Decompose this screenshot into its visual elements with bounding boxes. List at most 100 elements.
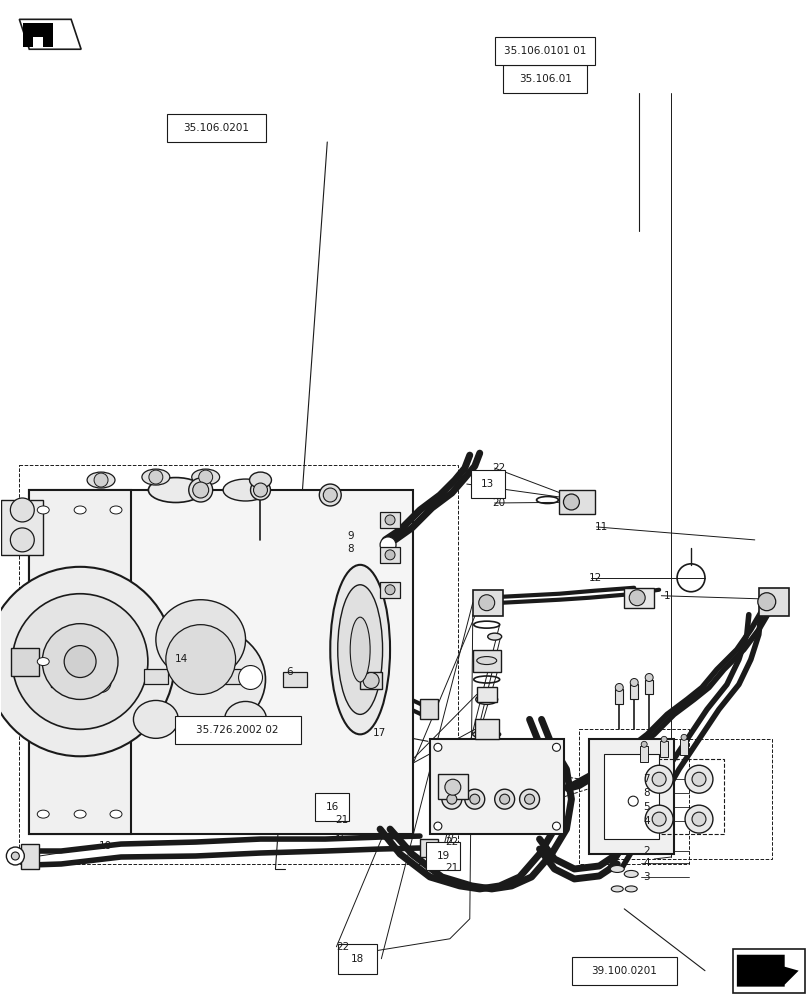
Ellipse shape (225, 701, 266, 737)
Ellipse shape (109, 810, 122, 818)
Text: 7: 7 (642, 774, 649, 784)
Bar (472, 590, 502, 616)
Ellipse shape (148, 478, 203, 502)
Bar (360, 672, 382, 689)
Circle shape (11, 528, 34, 552)
Bar (144, 669, 168, 684)
Ellipse shape (611, 886, 623, 892)
Bar (559, 490, 594, 514)
Bar (659, 741, 667, 757)
Circle shape (384, 585, 394, 595)
Bar (476, 687, 496, 702)
Bar (589, 739, 673, 854)
Circle shape (551, 822, 560, 830)
Circle shape (645, 805, 672, 833)
Ellipse shape (624, 870, 637, 877)
Ellipse shape (37, 506, 49, 514)
Circle shape (641, 741, 646, 747)
Bar (615, 689, 623, 704)
Ellipse shape (249, 472, 271, 488)
Ellipse shape (487, 633, 501, 640)
Text: 8: 8 (346, 544, 353, 554)
Circle shape (660, 736, 667, 742)
Circle shape (433, 743, 441, 751)
Bar (474, 719, 498, 739)
FancyBboxPatch shape (426, 842, 460, 870)
Circle shape (91, 673, 111, 692)
Bar (19, 465, 457, 864)
Circle shape (629, 679, 637, 686)
Circle shape (563, 494, 579, 510)
FancyBboxPatch shape (571, 957, 676, 985)
Polygon shape (29, 490, 131, 834)
Bar (437, 774, 467, 799)
Circle shape (12, 594, 148, 729)
Circle shape (251, 480, 270, 500)
Text: 5: 5 (642, 802, 649, 812)
Ellipse shape (37, 658, 49, 666)
Circle shape (628, 796, 637, 806)
FancyBboxPatch shape (315, 793, 349, 821)
Ellipse shape (74, 506, 86, 514)
Circle shape (64, 646, 96, 678)
FancyBboxPatch shape (174, 716, 300, 744)
Circle shape (684, 805, 712, 833)
Circle shape (494, 789, 514, 809)
Ellipse shape (350, 617, 370, 682)
Text: 17: 17 (372, 728, 385, 738)
Circle shape (645, 765, 672, 793)
Text: 18: 18 (350, 954, 363, 964)
Circle shape (524, 794, 534, 804)
Ellipse shape (133, 700, 178, 738)
Text: 4: 4 (642, 816, 649, 826)
FancyBboxPatch shape (337, 944, 376, 974)
Ellipse shape (223, 479, 268, 501)
Circle shape (680, 734, 686, 740)
Circle shape (519, 789, 539, 809)
Circle shape (0, 567, 174, 756)
Text: 3: 3 (642, 872, 649, 882)
Bar (11, 648, 39, 676)
Bar (51, 668, 73, 687)
Polygon shape (24, 23, 54, 47)
Bar (732, 949, 804, 993)
Circle shape (691, 812, 705, 826)
FancyBboxPatch shape (495, 37, 594, 65)
Text: 39.100.0201: 39.100.0201 (591, 966, 657, 976)
Circle shape (192, 482, 208, 498)
Bar (603, 754, 659, 839)
Circle shape (199, 470, 212, 484)
Bar (283, 672, 307, 687)
Circle shape (470, 794, 479, 804)
Circle shape (6, 847, 24, 865)
Circle shape (11, 852, 19, 860)
Circle shape (684, 765, 712, 793)
Ellipse shape (472, 730, 500, 738)
FancyBboxPatch shape (167, 114, 266, 142)
Text: 1: 1 (663, 591, 669, 601)
Circle shape (148, 470, 163, 484)
Bar (579, 729, 689, 864)
Ellipse shape (156, 600, 245, 680)
Circle shape (499, 794, 509, 804)
Bar (380, 512, 400, 528)
Circle shape (464, 789, 484, 809)
Bar (624, 588, 654, 608)
Text: 20: 20 (492, 498, 505, 508)
Text: 12: 12 (588, 573, 602, 583)
Circle shape (629, 590, 645, 606)
Text: 2: 2 (642, 846, 649, 856)
Ellipse shape (624, 886, 637, 892)
Text: 22: 22 (336, 942, 350, 952)
Ellipse shape (330, 565, 389, 734)
Ellipse shape (610, 865, 624, 872)
Circle shape (757, 593, 775, 611)
Text: 16: 16 (325, 802, 338, 812)
FancyBboxPatch shape (503, 65, 586, 93)
Text: 4: 4 (642, 858, 649, 868)
Bar (472, 650, 500, 672)
Circle shape (651, 812, 665, 826)
Ellipse shape (475, 694, 497, 704)
Ellipse shape (37, 810, 49, 818)
Text: 35.726.2002 02: 35.726.2002 02 (196, 725, 279, 735)
